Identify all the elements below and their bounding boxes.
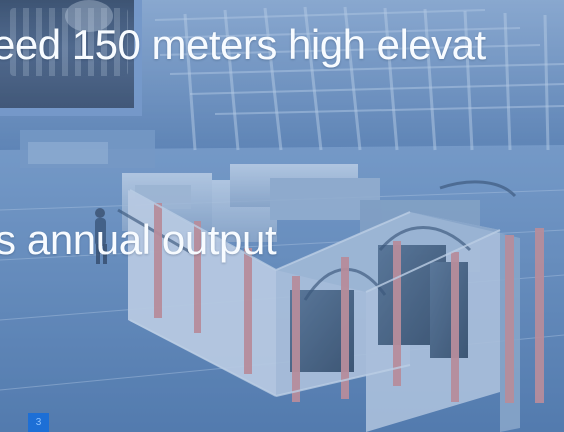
slide-heading-line-2: s annual output	[0, 216, 277, 263]
page-number-badge: 3	[28, 413, 49, 432]
inset-photo-frame	[0, 0, 142, 116]
slide-heading-line-1: eed 150 meters high elevat	[0, 21, 486, 68]
